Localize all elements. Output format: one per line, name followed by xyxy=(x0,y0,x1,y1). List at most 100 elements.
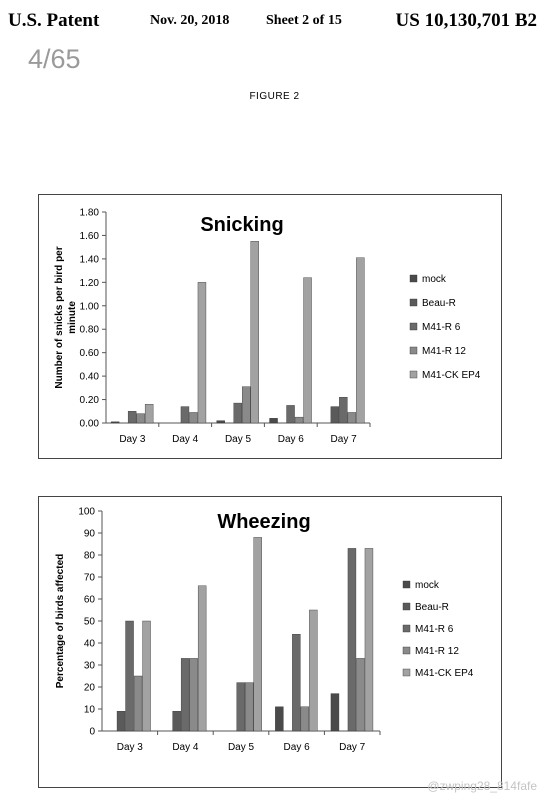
chart-title: Wheezing xyxy=(217,511,310,533)
y-tick-label: 60 xyxy=(84,595,96,606)
patent-number: US 10,130,701 B2 xyxy=(395,10,537,31)
sheet-number: Sheet 2 of 15 xyxy=(266,13,342,28)
y-tick-label: 50 xyxy=(84,617,96,628)
bar xyxy=(125,620,134,732)
y-tick-label: 80 xyxy=(84,551,96,562)
bar xyxy=(286,405,295,424)
legend-swatch xyxy=(402,580,411,589)
bar xyxy=(356,658,365,732)
legend-swatch xyxy=(409,274,418,283)
y-tick-label: 70 xyxy=(84,573,96,584)
bar xyxy=(236,682,245,732)
bar xyxy=(216,420,225,424)
bar xyxy=(275,706,284,732)
bar xyxy=(116,710,126,732)
y-tick-label: 1.80 xyxy=(80,208,100,219)
bar xyxy=(110,421,120,424)
bar xyxy=(180,658,190,732)
x-tick-label: Day 7 xyxy=(331,434,358,445)
bar xyxy=(347,548,357,732)
y-tick-label: 1.40 xyxy=(80,254,100,265)
bar xyxy=(133,675,143,732)
y-tick-label: 0.80 xyxy=(80,325,100,336)
legend-swatch xyxy=(409,346,418,355)
legend-swatch xyxy=(409,370,418,379)
legend-label: mock xyxy=(422,274,447,285)
bar xyxy=(189,412,198,424)
patent-date: Nov. 20, 2018 xyxy=(150,13,230,28)
bar xyxy=(356,257,365,424)
x-tick-label: Day 3 xyxy=(119,434,146,445)
x-tick-label: Day 6 xyxy=(278,434,305,445)
y-tick-label: 0.20 xyxy=(80,395,100,406)
legend-label: M41-R 6 xyxy=(422,322,461,333)
bar xyxy=(309,609,318,732)
y-tick-label: 0.40 xyxy=(80,372,100,383)
bar xyxy=(253,537,262,732)
y-tick-label: 20 xyxy=(84,683,96,694)
watermark: @zwping28_814fafe xyxy=(427,779,537,793)
legend-swatch xyxy=(409,322,418,331)
bar xyxy=(294,416,304,424)
bar xyxy=(233,402,242,424)
y-axis-label: Number of snicks per bird per minute xyxy=(54,246,78,388)
bar xyxy=(136,413,145,424)
legend-label: M41-R 6 xyxy=(415,624,454,635)
legend-label: M41-CK EP4 xyxy=(415,668,474,679)
legend-swatch xyxy=(402,646,411,655)
bar xyxy=(144,404,154,424)
bar xyxy=(197,585,207,732)
legend-swatch xyxy=(402,668,411,677)
y-tick-label: 100 xyxy=(78,507,95,518)
y-tick-label: 10 xyxy=(84,705,96,716)
legend-label: mock xyxy=(415,580,440,591)
bar xyxy=(269,418,278,424)
y-axis-label: Percentage of birds affected xyxy=(55,554,66,688)
bar xyxy=(300,706,310,732)
y-tick-label: 1.00 xyxy=(80,301,100,312)
y-tick-label: 0.60 xyxy=(80,348,100,359)
x-tick-label: Day 3 xyxy=(117,742,144,753)
y-tick-label: 90 xyxy=(84,529,96,540)
snicking-chart: 0.00 0.20 0.40 0.60 0.80 1.00 1.20 1.40 1.60 1.80… xyxy=(38,194,502,459)
y-tick-label: 1.60 xyxy=(80,231,100,242)
y-axis-label-group: Percentage of birds affected xyxy=(55,554,66,688)
chart-frame xyxy=(38,194,502,459)
chart-title: Snicking xyxy=(200,214,283,236)
bar xyxy=(250,241,259,424)
wheezing-chart: 0 10 20 30 40 50 60 70 80 90 100 Day 3 Day 4 Day 5 Day… xyxy=(38,496,502,788)
bar xyxy=(245,682,254,732)
page-indicator: 4/65 xyxy=(28,44,81,74)
figure-label: FIGURE 2 xyxy=(249,91,300,102)
x-tick-label: Day 5 xyxy=(225,434,252,445)
bar xyxy=(330,693,340,732)
bar xyxy=(197,282,207,424)
bar xyxy=(189,658,198,732)
bar xyxy=(303,277,312,424)
legend-label: M41-R 12 xyxy=(415,646,459,657)
legend-label: M41-CK EP4 xyxy=(422,370,481,381)
bar xyxy=(339,397,348,424)
x-tick-label: Day 4 xyxy=(172,434,199,445)
bar xyxy=(347,412,357,424)
patent-header-label: U.S. Patent xyxy=(8,10,100,31)
bar xyxy=(127,411,137,424)
bar xyxy=(172,710,181,732)
y-axis-label-group: Number of snicks per bird per minute xyxy=(54,246,78,388)
y-tick-label: 1.20 xyxy=(80,278,100,289)
legend-label: Beau-R xyxy=(415,602,449,613)
bar xyxy=(364,548,374,732)
y-tick-label: 40 xyxy=(84,639,96,650)
x-tick-label: Day 5 xyxy=(228,742,255,753)
legend-swatch xyxy=(402,624,411,633)
legend-label: M41-R 12 xyxy=(422,346,466,357)
bar xyxy=(142,620,151,732)
bar xyxy=(292,633,301,732)
x-tick-label: Day 7 xyxy=(339,742,366,753)
legend-swatch xyxy=(409,298,418,307)
legend-swatch xyxy=(402,602,411,611)
legend-label: Beau-R xyxy=(422,298,456,309)
chart-frame xyxy=(38,496,502,788)
y-tick-label: 0 xyxy=(89,727,95,738)
y-tick-label: 0.00 xyxy=(80,419,100,430)
